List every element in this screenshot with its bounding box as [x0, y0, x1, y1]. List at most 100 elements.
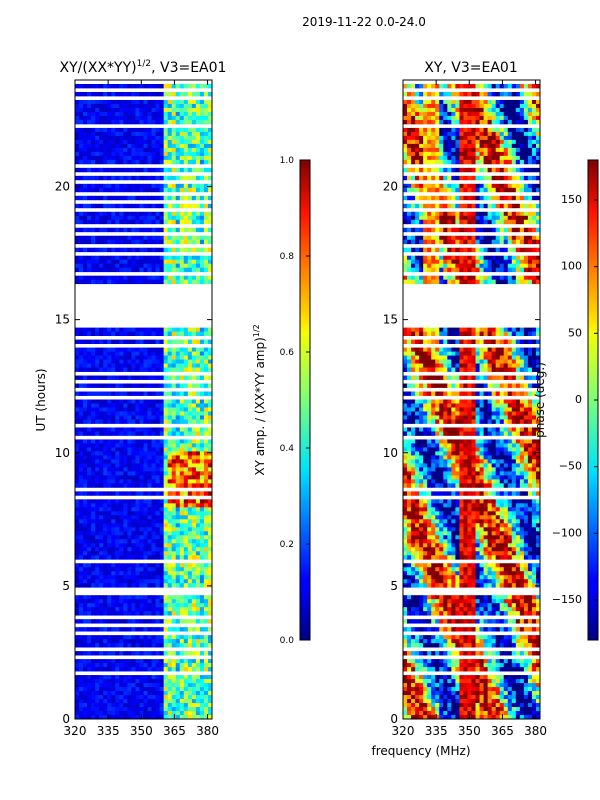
- heatmap-cell: [79, 239, 84, 245]
- heatmap-cell: [407, 219, 412, 225]
- heatmap-cell: [79, 675, 84, 680]
- heatmap-cell: [119, 443, 124, 448]
- heatmap-cell: [135, 211, 140, 217]
- heatmap-cell: [503, 227, 509, 233]
- heatmap-cell: [511, 99, 517, 105]
- heatmap-cell: [191, 575, 197, 580]
- heatmap-cell: [107, 355, 112, 360]
- heatmap-cell: [191, 103, 197, 109]
- heatmap-cell: [479, 131, 484, 137]
- heatmap-cell: [127, 167, 132, 173]
- heatmap-cell: [99, 175, 104, 181]
- heatmap-cell: [79, 195, 84, 201]
- heatmap-cell: [75, 579, 80, 584]
- heatmap-cell: [119, 499, 124, 504]
- heatmap-cell: [199, 491, 205, 496]
- heatmap-cell: [99, 703, 104, 708]
- heatmap-cell: [155, 375, 161, 380]
- heatmap-cell: [427, 99, 432, 105]
- heatmap-cell: [171, 547, 177, 552]
- heatmap-cell: [131, 707, 136, 712]
- heatmap-cell: [95, 151, 100, 157]
- heatmap-cell: [143, 619, 148, 624]
- heatmap-cell: [467, 111, 472, 117]
- heatmap-cell: [135, 483, 140, 488]
- heatmap-cell: [203, 111, 209, 117]
- heatmap-cell: [123, 143, 128, 149]
- heatmap-cell: [487, 235, 493, 241]
- heatmap-cell: [147, 367, 152, 372]
- heatmap-cell: [163, 411, 169, 416]
- heatmap-cell: [499, 219, 505, 225]
- heatmap-cell: [87, 339, 92, 344]
- heatmap-cell: [103, 155, 108, 161]
- heatmap-cell: [191, 279, 197, 285]
- heatmap-cell: [75, 411, 80, 416]
- heatmap-cell: [175, 595, 181, 600]
- heatmap-cell: [407, 259, 412, 265]
- heatmap-cell: [207, 263, 213, 269]
- heatmap-cell: [119, 327, 124, 332]
- heatmap-cell: [99, 563, 104, 568]
- heatmap-cell: [423, 211, 428, 217]
- heatmap-cell: [111, 619, 116, 624]
- heatmap-cell: [199, 187, 205, 193]
- heatmap-cell: [111, 603, 116, 608]
- heatmap-cell: [415, 259, 420, 265]
- heatmap-cell: [107, 531, 112, 536]
- heatmap-cell: [95, 263, 100, 269]
- heatmap-cell: [471, 83, 476, 89]
- heatmap-cell: [135, 239, 140, 245]
- heatmap-cell: [139, 479, 144, 484]
- heatmap-cell: [99, 331, 104, 336]
- heatmap-cell: [131, 499, 136, 504]
- heatmap-cell: [195, 347, 201, 352]
- heatmap-cell: [75, 483, 80, 488]
- heatmap-cell: [111, 375, 116, 380]
- heatmap-cell: [487, 215, 493, 221]
- heatmap-cell: [127, 175, 132, 181]
- heatmap-cell: [163, 391, 169, 396]
- heatmap-cell: [99, 259, 104, 265]
- heatmap-cell: [411, 255, 416, 261]
- heatmap-cell: [83, 143, 88, 149]
- heatmap-cell: [447, 247, 452, 253]
- heatmap-cell: [151, 483, 156, 488]
- heatmap-cell: [131, 651, 136, 656]
- heatmap-cell: [95, 679, 100, 684]
- heatmap-cell: [87, 267, 92, 273]
- heatmap-cell: [183, 359, 189, 364]
- heatmap-cell: [95, 499, 100, 504]
- heatmap-cell: [107, 211, 112, 217]
- heatmap-cell: [175, 91, 181, 97]
- heatmap-cell: [147, 267, 152, 273]
- heatmap-cell: [507, 99, 513, 105]
- heatmap-cell: [95, 635, 100, 640]
- heatmap-cell: [411, 219, 416, 225]
- heatmap-cell: [195, 99, 201, 105]
- heatmap-cell: [95, 539, 100, 544]
- heatmap-cell: [207, 679, 213, 684]
- heatmap-cell: [115, 239, 120, 245]
- heatmap-cell: [115, 675, 120, 680]
- heatmap-cell: [151, 91, 156, 97]
- heatmap-cell: [91, 99, 96, 105]
- heatmap-cell: [139, 375, 144, 380]
- heatmap-cell: [179, 503, 185, 508]
- heatmap-cell: [143, 459, 148, 464]
- heatmap-cell: [191, 107, 197, 113]
- heatmap-cell: [155, 575, 161, 580]
- heatmap-cell: [159, 419, 165, 424]
- heatmap-cell: [79, 699, 84, 704]
- heatmap-cell: [411, 187, 416, 193]
- heatmap-cell: [195, 103, 201, 109]
- heatmap-cell: [119, 407, 124, 412]
- heatmap-cell: [115, 611, 120, 616]
- heatmap-cell: [507, 115, 513, 121]
- heatmap-cell: [159, 355, 165, 360]
- heatmap-cell: [159, 651, 165, 656]
- heatmap-cell: [163, 187, 169, 193]
- heatmap-cell: [91, 527, 96, 532]
- heatmap-cell: [99, 555, 104, 560]
- heatmap-cell: [415, 91, 420, 97]
